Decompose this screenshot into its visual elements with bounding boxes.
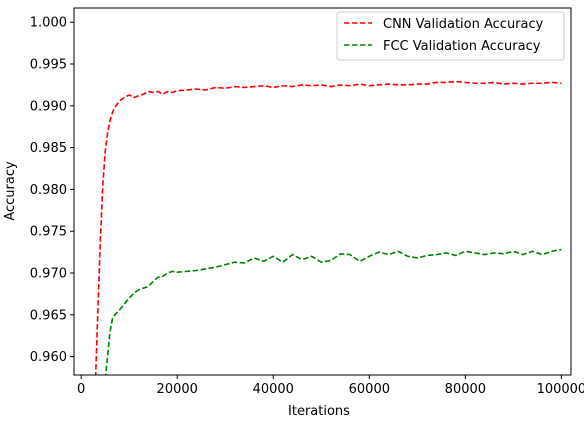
y-tick-label: 1.000	[30, 16, 67, 31]
y-tick-label: 0.975	[30, 225, 67, 240]
y-tick-label: 0.985	[30, 141, 67, 156]
series-line-fcc	[104, 248, 562, 375]
y-axis: 0.960 0.965 0.970 0.975 0.980 0.985 0.990 0.995…	[30, 16, 74, 365]
x-tick-label: 60000	[349, 382, 390, 397]
series-line-cnn	[94, 80, 562, 375]
x-axis-label: Iterations	[288, 404, 350, 419]
x-tick-label: 0	[77, 382, 85, 397]
y-tick-label: 0.970	[30, 267, 67, 282]
plot-frame	[73, 7, 572, 376]
series-layer	[94, 80, 562, 375]
y-tick-label: 0.965	[30, 308, 67, 323]
legend: CNN Validation Accuracy FCC Validation A…	[336, 11, 565, 61]
y-tick-label: 0.960	[30, 350, 67, 365]
legend-label-cnn: CNN Validation Accuracy	[383, 17, 544, 32]
y-tick-label: 0.995	[30, 58, 67, 73]
legend-label-fcc: FCC Validation Accuracy	[383, 39, 541, 54]
legend-box	[336, 11, 565, 61]
x-tick-label: 20000	[157, 382, 198, 397]
y-axis-label: Accuracy	[3, 161, 18, 221]
x-axis: 0 20000 40000 60000 80000 100000	[77, 375, 584, 397]
x-tick-label: 40000	[253, 382, 294, 397]
y-tick-label: 0.990	[30, 99, 67, 114]
x-tick-label: 80000	[445, 382, 486, 397]
y-tick-label: 0.980	[30, 183, 67, 198]
x-tick-label: 100000	[537, 382, 584, 397]
